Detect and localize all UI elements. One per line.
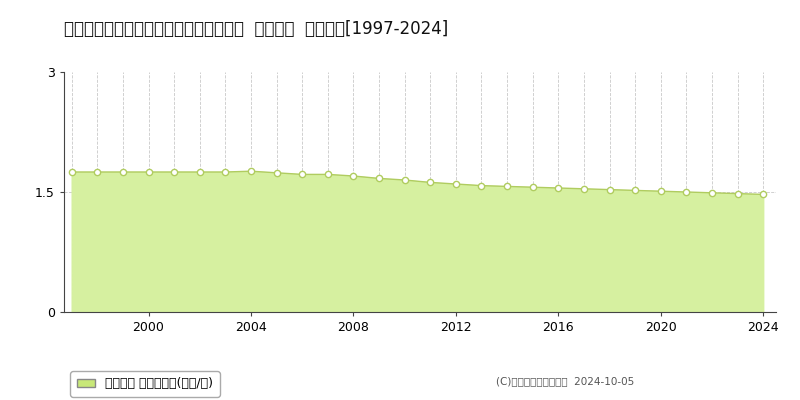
Legend: 基準地価 平均坪単価(万円/坪): 基準地価 平均坪単価(万円/坪) bbox=[70, 371, 219, 396]
Text: 北海道紋別郡興部町字興部７４１番１５  基準地価  地価推移[1997-2024]: 北海道紋別郡興部町字興部７４１番１５ 基準地価 地価推移[1997-2024] bbox=[64, 20, 448, 38]
Text: (C)土地価格ドットコム  2024-10-05: (C)土地価格ドットコム 2024-10-05 bbox=[496, 376, 634, 386]
